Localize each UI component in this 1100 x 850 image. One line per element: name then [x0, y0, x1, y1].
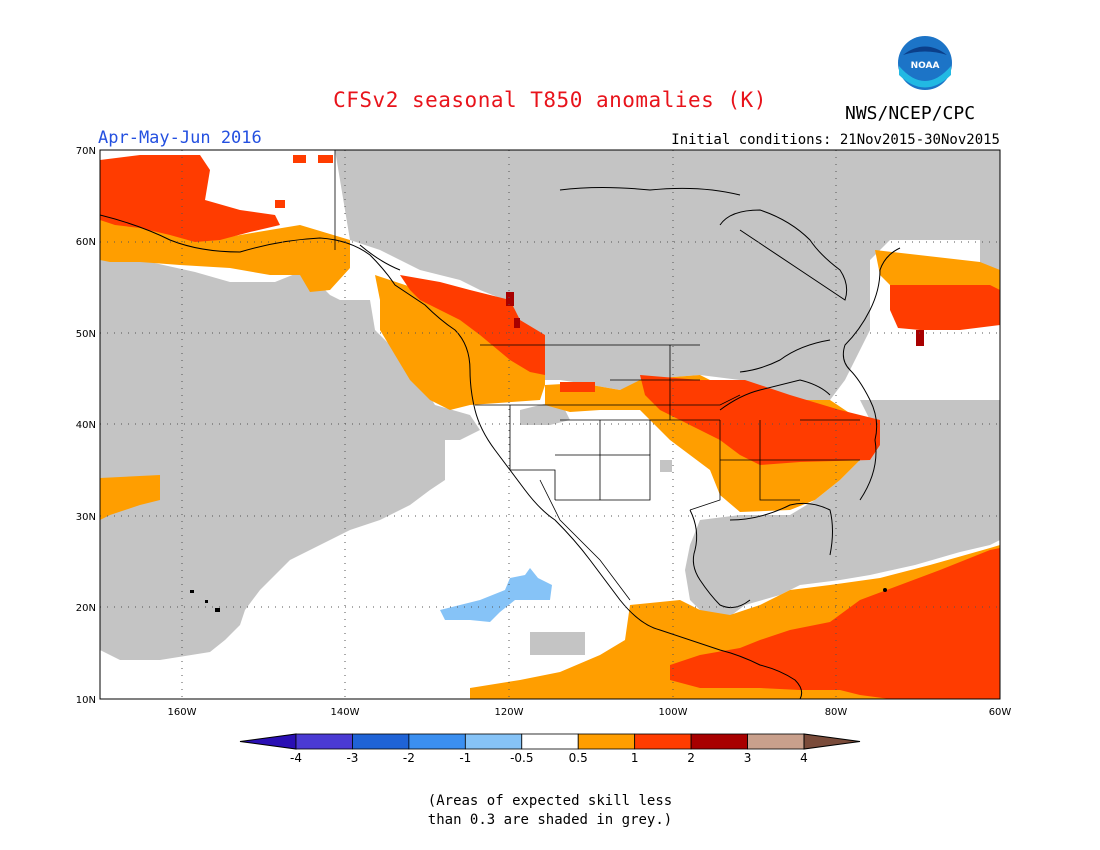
map-figure: NOAA — [76, 36, 1012, 765]
lat-label-60: 60N — [76, 237, 96, 248]
lon-label-80w: 80W — [825, 707, 848, 718]
lon-label-140w: 140W — [331, 707, 360, 718]
colorbar-segment — [747, 733, 805, 750]
lat-label-40: 40N — [76, 420, 96, 431]
legend-note: (Areas of expected skill less than 0.3 a… — [0, 792, 1100, 830]
islands — [190, 588, 887, 612]
colorbar-segment — [634, 733, 692, 750]
colorbar-segment — [577, 733, 636, 750]
low-skill-region — [100, 150, 1000, 660]
colorbar-label: -2 — [403, 751, 415, 765]
legend-note-line-2: than 0.3 are shaded in grey.) — [427, 812, 673, 828]
lat-label-20: 20N — [76, 603, 96, 614]
chart-title: CFSv2 seasonal T850 anomalies (K) — [333, 88, 767, 112]
agency-label: NWS/NCEP/CPC — [845, 103, 976, 124]
colorbar-segment — [521, 733, 579, 750]
political-borders — [334, 150, 860, 601]
colorbar-segment-high — [803, 733, 861, 750]
colorbar: -4 -3 -2 -1 -0.5 0.5 1 2 3 4 — [239, 733, 861, 765]
colorbar-segment — [464, 733, 523, 750]
coastlines — [100, 187, 901, 699]
colorbar-segment — [408, 733, 466, 750]
map-frame — [99, 149, 1001, 700]
lon-label-120w: 120W — [495, 707, 524, 718]
colorbar-label: 2 — [687, 751, 695, 765]
lat-label-50: 50N — [76, 329, 96, 340]
noaa-logo: NOAA — [898, 36, 952, 90]
latitude-axis: 70N 60N 50N 40N 30N 20N 10N — [76, 146, 96, 706]
colorbar-segment — [690, 733, 748, 750]
anomaly-field — [100, 150, 1000, 699]
lat-label-30: 30N — [76, 512, 96, 523]
lon-label-60w: 60W — [989, 707, 1012, 718]
colorbar-segment-low — [239, 733, 297, 750]
anomaly-2-3 — [506, 292, 924, 346]
colorbar-segment — [295, 733, 353, 750]
longitude-axis: 160W 140W 120W 100W 80W 60W — [168, 707, 1012, 718]
noaa-logo-text: NOAA — [911, 61, 940, 71]
colorbar-label: -4 — [290, 751, 302, 765]
lat-label-10: 10N — [76, 695, 96, 706]
colorbar-label: -3 — [346, 751, 358, 765]
period-label: Apr-May-Jun 2016 — [98, 128, 262, 148]
lon-label-160w: 160W — [168, 707, 197, 718]
lat-label-70: 70N — [76, 146, 96, 157]
anomaly-neg0.5-neg1 — [440, 568, 552, 622]
colorbar-label: -1 — [459, 751, 471, 765]
colorbar-label: 0.5 — [569, 751, 588, 765]
colorbar-label: 1 — [631, 751, 639, 765]
colorbar-label: -0.5 — [510, 751, 533, 765]
colorbar-label: 3 — [744, 751, 752, 765]
legend-note-line-1: (Areas of expected skill less — [427, 793, 673, 809]
initial-conditions-label: Initial conditions: 21Nov2015-30Nov2015 — [671, 132, 1000, 148]
lon-label-100w: 100W — [659, 707, 688, 718]
colorbar-segment — [352, 733, 410, 750]
colorbar-label: 4 — [800, 751, 808, 765]
gridlines — [100, 150, 1000, 699]
